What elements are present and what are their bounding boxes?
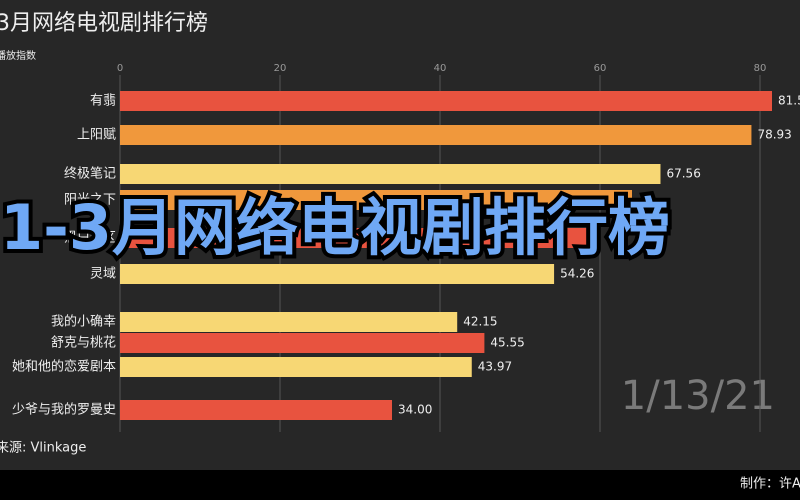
category-label: 舒克与桃花 <box>51 335 116 351</box>
value-label: 45.55 <box>490 336 524 350</box>
category-label: 终极笔记 <box>64 166 116 182</box>
x-tick-label: 0 <box>117 63 123 74</box>
category-label: 阳光之下 <box>64 193 116 208</box>
bar <box>120 333 485 353</box>
date-label: 1/13/21 <box>621 373 775 419</box>
overlay-title: 1-3月网络电视剧排行榜 <box>0 191 670 264</box>
subtitle: 播放指数 <box>0 49 36 62</box>
value-label: 42.15 <box>463 315 497 329</box>
value-label: 78.93 <box>757 128 791 142</box>
category-label: 我的小确幸 <box>51 314 116 330</box>
x-tick-label: 40 <box>434 63 447 74</box>
chart-title: 3月网络电视剧排行榜 <box>0 11 208 36</box>
value-label: 34.00 <box>398 403 432 417</box>
category-label: 灵域 <box>90 267 116 282</box>
category-label: 黑白禁区 <box>64 230 116 246</box>
category-label: 她和他的恋爱剧本 <box>12 359 116 375</box>
x-tick-label: 60 <box>594 63 607 74</box>
category-label: 有翡 <box>90 94 116 109</box>
value-label: 43.97 <box>478 360 512 374</box>
x-tick-label: 20 <box>274 63 287 74</box>
bar <box>120 264 555 284</box>
bar <box>120 164 661 184</box>
value-label: 67.56 <box>666 167 700 181</box>
value-label: 81.5 <box>778 94 800 108</box>
bar <box>120 91 772 111</box>
x-tick-label: 80 <box>754 63 767 74</box>
bar <box>120 357 472 377</box>
bar <box>120 125 752 145</box>
bar <box>120 190 632 210</box>
source: 来源: Vlinkage <box>0 441 86 456</box>
category-label: 上阳赋 <box>77 128 116 143</box>
category-label: 少爷与我的罗曼史 <box>12 402 116 418</box>
value-label: 54.26 <box>560 267 594 281</box>
bar <box>120 228 600 248</box>
bar <box>120 312 458 332</box>
credit: 制作：许A <box>740 477 800 492</box>
bar <box>120 400 392 420</box>
